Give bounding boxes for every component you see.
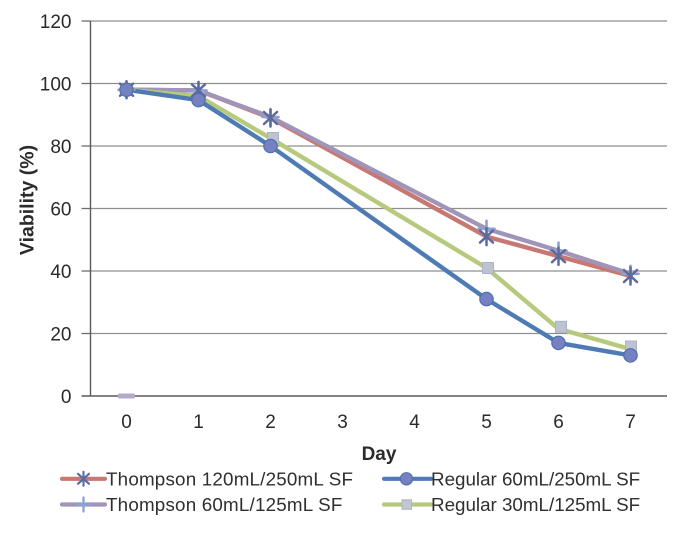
svg-text:7: 7: [625, 412, 636, 433]
svg-text:0: 0: [61, 387, 72, 408]
svg-text:2: 2: [265, 412, 276, 433]
svg-text:80: 80: [50, 137, 71, 158]
svg-text:1: 1: [193, 412, 204, 433]
svg-text:Viability (%): Viability (%): [17, 145, 39, 255]
svg-text:Regular 60mL/250mL SF: Regular 60mL/250mL SF: [431, 469, 640, 490]
svg-text:4: 4: [409, 412, 420, 433]
svg-text:5: 5: [481, 412, 492, 433]
svg-text:Day: Day: [362, 444, 397, 465]
svg-text:6: 6: [553, 412, 564, 433]
svg-text:Regular 30mL/125mL SF: Regular 30mL/125mL SF: [431, 494, 640, 515]
svg-text:120: 120: [40, 12, 72, 33]
svg-text:Thompson 60mL/125mL SF: Thompson 60mL/125mL SF: [106, 494, 343, 515]
svg-text:3: 3: [337, 412, 348, 433]
svg-text:0: 0: [121, 412, 132, 433]
svg-text:60: 60: [50, 200, 71, 221]
svg-text:Thompson 120mL/250mL SF: Thompson 120mL/250mL SF: [106, 469, 353, 490]
svg-text:100: 100: [40, 75, 72, 96]
svg-text:20: 20: [50, 325, 71, 346]
svg-text:40: 40: [50, 262, 71, 283]
